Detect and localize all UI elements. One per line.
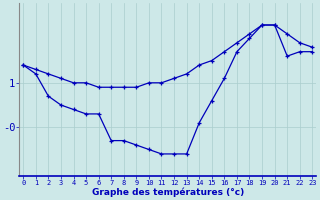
X-axis label: Graphe des températures (°c): Graphe des températures (°c)	[92, 188, 244, 197]
